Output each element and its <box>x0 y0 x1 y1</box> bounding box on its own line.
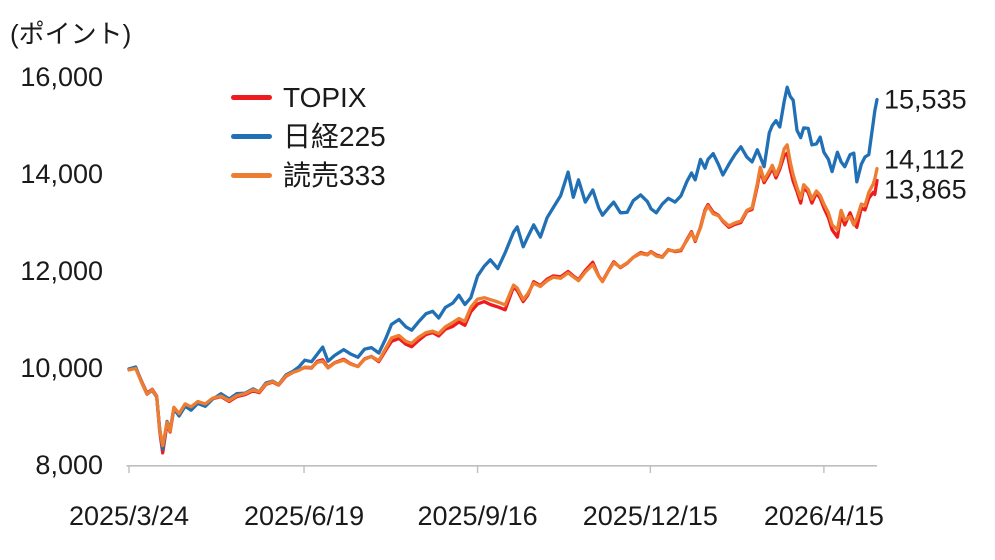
x-tick-label: 2025/6/19 <box>243 501 365 531</box>
y-tick-label: 12,000 <box>20 256 103 286</box>
axis-unit-label: (ポイント) <box>10 19 132 49</box>
series-end-value: 13,865 <box>884 174 967 205</box>
series-line-読売333 <box>127 143 879 448</box>
y-tick-label: 16,000 <box>20 62 103 92</box>
series-end-value: 15,535 <box>884 84 967 115</box>
y-tick-label: 10,000 <box>20 353 103 383</box>
x-tick-label: 2025/9/16 <box>417 501 538 531</box>
legend-item: TOPIX <box>231 78 386 117</box>
x-tick-label: 2025/3/24 <box>68 501 190 531</box>
legend-label: 読売333 <box>283 159 386 191</box>
legend-line-icon <box>231 95 272 100</box>
x-tick-label: 2026/4/15 <box>763 501 884 531</box>
legend: TOPIX 日経225 読売333 <box>231 78 386 195</box>
x-tick-label: 2025/12/15 <box>582 501 718 531</box>
legend-label: TOPIX <box>283 81 367 113</box>
y-tick-label: 8,000 <box>35 450 103 480</box>
legend-item: 読売333 <box>231 156 386 195</box>
legend-line-icon <box>231 173 272 178</box>
legend-label: 日経225 <box>283 120 386 152</box>
series-end-value: 14,112 <box>884 144 965 175</box>
y-tick-label: 14,000 <box>20 159 103 189</box>
legend-line-icon <box>231 134 272 139</box>
legend-item: 日経225 <box>231 117 386 156</box>
